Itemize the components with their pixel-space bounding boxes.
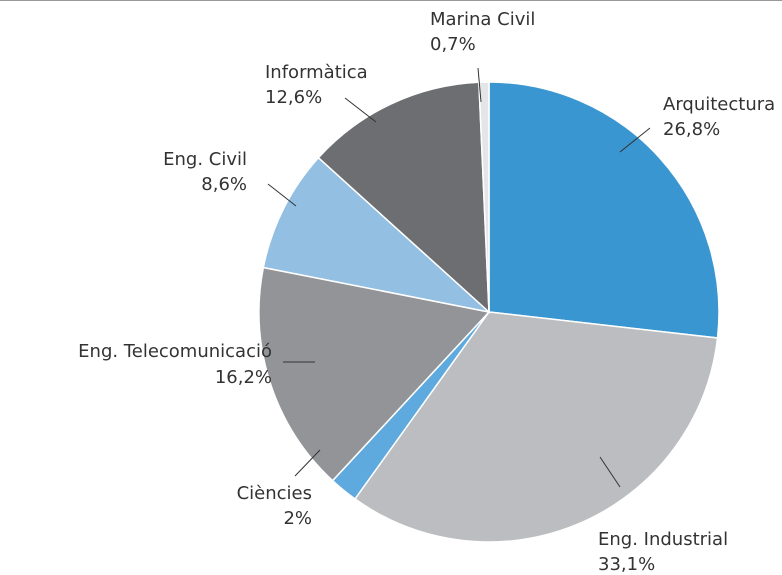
leader-line [267,183,297,207]
slice-value-label: 26,8% [663,119,720,140]
slice-label: Arquitectura [663,94,775,115]
slice-label: Eng. Telecomunicació [78,341,272,362]
slice-label: Informàtica [265,62,368,83]
pie-slice [488,81,720,339]
slice-value-label: 8,6% [201,174,247,195]
slice-label: Ciències [237,483,312,504]
leader-line [344,97,377,123]
slice-value-label: 12,6% [265,87,322,108]
slice-label: Eng. Civil [163,149,247,170]
slice-value-label: 33,1% [598,554,655,575]
slice-label: Eng. Industrial [598,529,728,550]
pie-slice [353,311,719,543]
leader-line [294,449,321,477]
slice-value-label: 16,2% [215,367,272,388]
pie-slice [317,81,490,314]
pie-slice [262,156,492,314]
slice-label: Marina Civil [430,9,535,30]
leader-line [477,67,482,103]
leader-line [599,456,621,488]
slice-value-label: 0,7% [430,34,476,55]
slice-value-label: 2% [283,508,312,529]
leader-line [619,127,651,153]
pie-slice [258,266,491,482]
